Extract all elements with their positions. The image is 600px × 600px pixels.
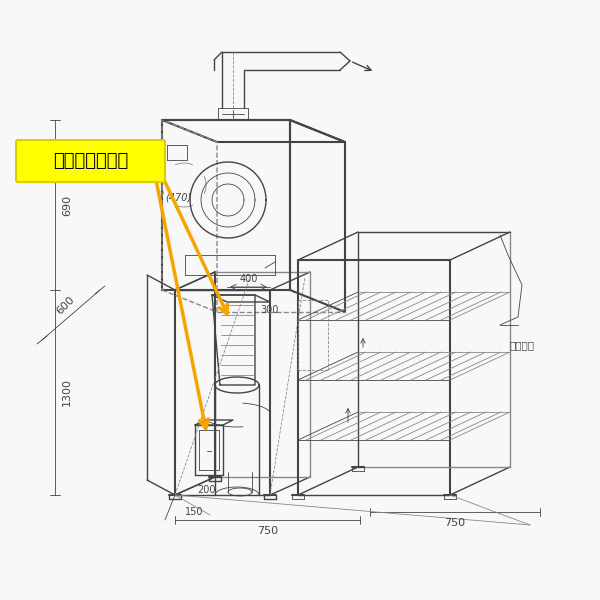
Text: 750: 750: [445, 518, 466, 528]
Text: 150: 150: [185, 507, 203, 517]
Text: 300: 300: [260, 305, 278, 315]
Text: 200: 200: [197, 485, 215, 495]
Text: (470): (470): [165, 192, 191, 202]
FancyBboxPatch shape: [16, 140, 165, 182]
Text: 750: 750: [257, 526, 278, 536]
Text: （前扉）: （前扉）: [510, 340, 535, 350]
Text: 400: 400: [239, 274, 257, 284]
Text: 外付け式フード: 外付け式フード: [53, 152, 128, 170]
Text: 1300: 1300: [62, 379, 72, 407]
Text: 600: 600: [55, 294, 77, 316]
Text: 690: 690: [62, 194, 72, 215]
